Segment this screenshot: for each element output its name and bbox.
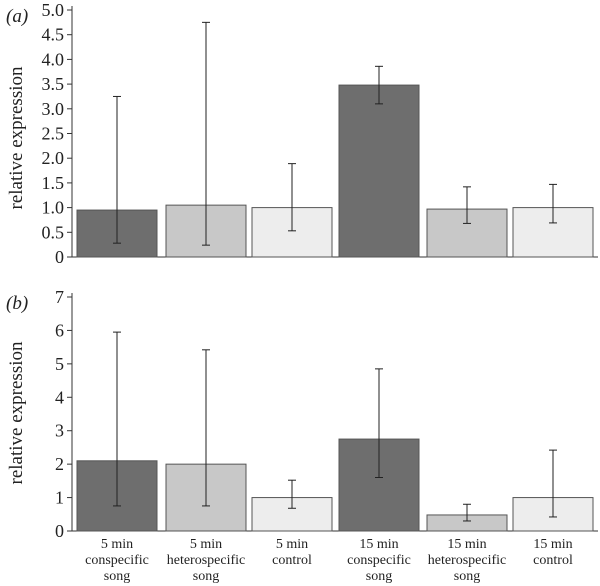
y-tick-label: 0 [55, 521, 64, 541]
y-tick-label: 2.0 [42, 148, 65, 168]
y-tick-label: 2 [55, 454, 64, 474]
y-tick-label: 4.5 [42, 25, 65, 45]
y-tick-label: 6 [55, 320, 64, 340]
x-tick-label-line: 5 min [276, 537, 308, 552]
x-tick-label-line: conspecific [85, 553, 149, 568]
y-tick-label: 4 [55, 387, 64, 407]
x-tick-label-line: 15 min [447, 537, 486, 552]
y-tick-label: 3 [55, 421, 64, 441]
y-tick-label: 1.0 [42, 198, 65, 218]
y-tick-label: 4.0 [42, 49, 65, 69]
y-tick-label: 0.5 [42, 222, 65, 242]
y-tick-label: 1 [55, 488, 64, 508]
bar [338, 84, 420, 258]
y-tick-label: 7 [55, 287, 64, 307]
x-tick-label: 5 min conspecific song [85, 537, 149, 584]
x-tick-label-line: heterospecific [167, 553, 246, 568]
panel-label: (b) [6, 293, 28, 314]
x-tick-label-line: heterospecific [428, 553, 507, 568]
x-tick-label: 5 min control [272, 537, 312, 568]
x-tick-label-line: song [193, 569, 219, 584]
y-tick-label: 2.5 [42, 124, 65, 144]
x-tick-label-line: 15 min [533, 537, 572, 552]
x-tick-label-line: conspecific [347, 553, 411, 568]
y-tick-label: 5 [55, 354, 64, 374]
y-tick-label: 1.5 [42, 173, 65, 193]
y-tick-label: 0 [55, 247, 64, 267]
y-tick-label: 5.0 [42, 0, 65, 20]
x-tick-label: 15 min conspecific song [347, 537, 411, 584]
x-tick-label-line: control [272, 553, 312, 568]
x-tick-label-line: 5 min [101, 537, 133, 552]
x-tick-label-line: song [454, 569, 480, 584]
x-tick-label-line: song [366, 569, 392, 584]
y-axis-label: relative expression [6, 66, 27, 209]
x-tick-label: 15 min control [533, 537, 573, 568]
x-tick-label-line: 5 min [190, 537, 222, 552]
x-tick-label: 15 min heterospecific song [428, 537, 507, 584]
x-tick-label-line: 15 min [359, 537, 398, 552]
x-tick-label-line: song [104, 569, 130, 584]
y-axis-label: relative expression [6, 341, 27, 484]
y-tick-label: 3.0 [42, 99, 65, 119]
chart-panel-a: (a) relative expression 0 0.5 1.0 1.5 2.0 2.5 3.… [6, 0, 598, 267]
y-tick-label: 3.5 [42, 74, 65, 94]
x-tick-label-line: control [533, 553, 573, 568]
x-tick-label: 5 min heterospecific song [167, 537, 246, 584]
panel-label: (a) [6, 6, 28, 27]
